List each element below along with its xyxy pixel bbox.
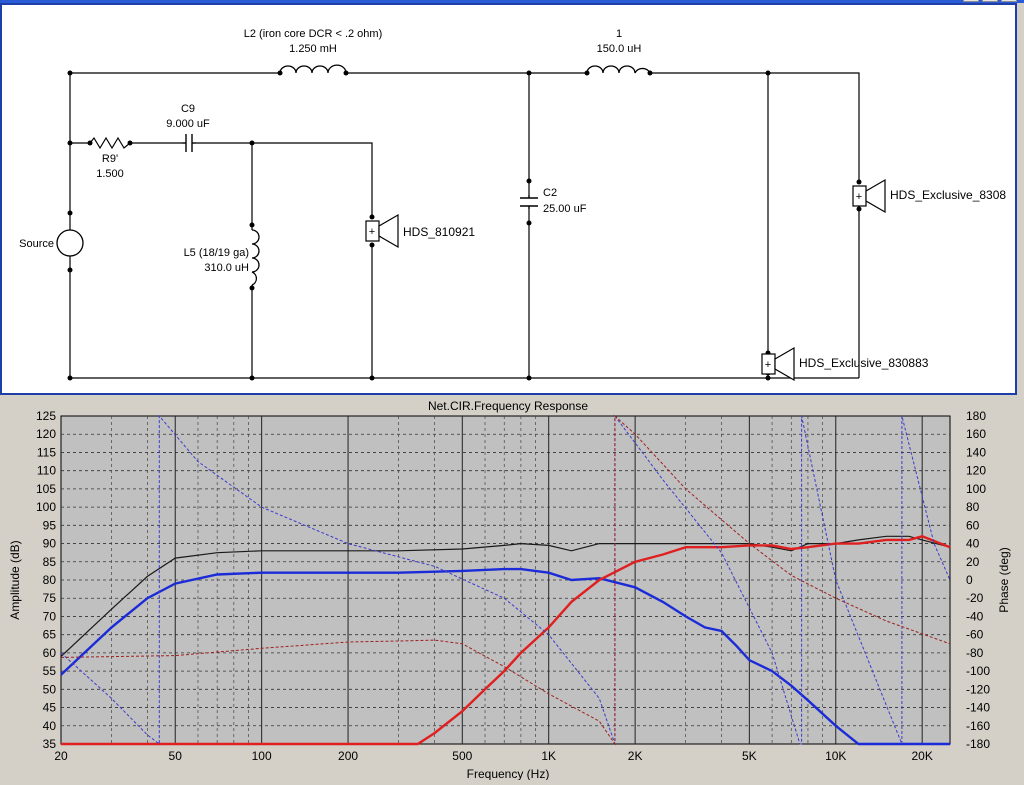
l2-inductor-symbol[interactable]	[279, 64, 347, 74]
l5-name: L5 (18/19 ga)	[184, 247, 249, 259]
y-axis-label: Amplitude (dB)	[8, 540, 22, 619]
minimize-button[interactable]	[963, 0, 979, 2]
chart-title: Net.CIR.Frequency Response	[428, 399, 588, 413]
amplitude-tick-label: 50	[43, 682, 57, 696]
amplitude-tick-label: 70	[43, 609, 57, 623]
c9-name: C9	[181, 103, 195, 115]
frequency-axis: 20 50 100 200 500 1K 2K 5K 10K 20K	[54, 749, 933, 763]
phase-tick-label: -160	[966, 719, 990, 733]
frequency-tick-label: 100	[252, 749, 272, 763]
amplitude-curve-tweeter	[61, 535, 951, 746]
window-controls	[960, 0, 1020, 2]
phase-tick-label: 120	[966, 464, 986, 478]
c2-name: C2	[543, 187, 557, 199]
x-axis-label: Frequency (Hz)	[467, 767, 550, 780]
r9-name: R9'	[102, 153, 118, 165]
l1-inductor-symbol[interactable]	[586, 65, 651, 74]
l5-inductor-symbol[interactable]	[251, 229, 260, 286]
frequency-tick-label: 2K	[628, 749, 643, 763]
frequency-tick-label: 50	[169, 749, 183, 763]
phase-tick-label: -180	[966, 737, 990, 751]
frequency-tick-label: 20	[54, 749, 68, 763]
amplitude-tick-label: 45	[43, 701, 57, 715]
amplitude-tick-label: 85	[43, 555, 57, 569]
frequency-tick-label: 20K	[912, 749, 933, 763]
phase-axis-label: Phase (deg)	[997, 547, 1011, 612]
amplitude-tick-label: 75	[43, 591, 57, 605]
upper-driver-symbol[interactable]	[852, 178, 886, 214]
amplitude-tick-label: 60	[43, 646, 57, 660]
amplitude-tick-label: 40	[43, 719, 57, 733]
phase-tick-label: -60	[966, 628, 984, 642]
c2-value: 25.00 uF	[543, 203, 587, 215]
source-symbol[interactable]	[56, 229, 84, 257]
upper-driver-polarity: +	[856, 191, 862, 203]
phase-tick-label: -140	[966, 701, 990, 715]
amplitude-tick-label: 80	[43, 573, 57, 587]
amplitude-tick-label: 55	[43, 664, 57, 678]
schematic-canvas[interactable]: L2 (iron core DCR < .2 ohm) 1.250 mH 1 1…	[2, 5, 1015, 393]
series-layer	[60, 414, 951, 746]
amplitude-tick-label: 125	[36, 409, 56, 423]
frequency-response-pane[interactable]: Net.CIR.Frequency Response 125 120 115 110 1…	[0, 397, 1024, 781]
phase-tick-label: 180	[966, 409, 986, 423]
phase-tick-label: -80	[966, 646, 984, 660]
amplitude-tick-label: 120	[36, 427, 56, 441]
amplitude-tick-label: 95	[43, 518, 57, 532]
amplitude-curve-total	[60, 535, 951, 657]
amplitude-tick-label: 115	[37, 445, 56, 459]
amplitude-tick-label: 65	[43, 628, 57, 642]
lower-driver-polarity: +	[765, 359, 771, 371]
source-label: Source	[19, 238, 54, 250]
woofer-driver-symbol[interactable]	[365, 213, 399, 249]
r9-value: 1.500	[96, 168, 124, 180]
phase-tick-label: 40	[966, 537, 980, 551]
amplitude-tick-label: 100	[36, 500, 56, 514]
close-button[interactable]	[1001, 0, 1017, 2]
maximize-button[interactable]	[982, 0, 998, 2]
phase-tick-label: -120	[966, 682, 990, 696]
amplitude-curve-woofer	[60, 567, 950, 746]
r9-resistor-symbol[interactable]	[89, 136, 131, 150]
c2-capacitor-symbol[interactable]	[520, 195, 538, 209]
phase-tick-label: -20	[966, 591, 984, 605]
phase-tick-label: 80	[966, 500, 980, 514]
frequency-response-chart[interactable]: Net.CIR.Frequency Response 1251201151101…	[0, 397, 1024, 781]
upper-driver-label: HDS_Exclusive_8308	[890, 188, 1006, 202]
frequency-tick-label: 5K	[742, 749, 757, 763]
l1-value: 150.0 uH	[597, 43, 642, 55]
l1-name: 1	[616, 28, 622, 40]
phase-tick-label: -40	[966, 609, 984, 623]
l2-name: L2 (iron core DCR < .2 ohm)	[244, 28, 382, 40]
amplitude-tick-label: 35	[43, 737, 57, 751]
woofer-driver-polarity: +	[369, 226, 375, 238]
frequency-tick-label: 500	[452, 749, 472, 763]
wires	[69, 72, 860, 379]
amplitude-tick-label: 90	[43, 537, 57, 551]
phase-tick-label: 100	[966, 482, 986, 496]
phase-tick-label: -100	[966, 664, 990, 678]
schematic-pane[interactable]: L2 (iron core DCR < .2 ohm) 1.250 mH 1 1…	[0, 3, 1017, 395]
c9-capacitor-symbol[interactable]	[182, 134, 196, 152]
l2-value: 1.250 mH	[289, 43, 337, 55]
frequency-tick-label: 200	[338, 749, 358, 763]
frequency-tick-label: 1K	[541, 749, 556, 763]
phase-tick-label: 20	[966, 555, 980, 569]
amplitude-tick-label: 105	[36, 482, 56, 496]
lower-driver-symbol[interactable]	[761, 346, 795, 382]
phase-axis: 180 160 140 120 100 80 60 40 20 0 -20 -40 -60 -80 -100…	[966, 409, 990, 751]
frequency-tick-label: 10K	[825, 749, 846, 763]
amplitude-tick-label: 110	[37, 464, 56, 478]
l5-value: 310.0 uH	[204, 262, 249, 274]
phase-tick-label: 140	[966, 445, 986, 459]
amplitude-axis: 125 120 115 110 105 100 95 90 85 80 75 70 65 60 55 50 45…	[36, 409, 56, 751]
c9-value: 9.000 uF	[166, 118, 210, 130]
woofer-driver-label: HDS_810921	[403, 225, 475, 239]
phase-tick-label: 160	[966, 427, 986, 441]
window-title-bar	[0, 0, 1024, 3]
phase-tick-label: 60	[966, 518, 980, 532]
phase-tick-label: 0	[966, 573, 973, 587]
lower-driver-label: HDS_Exclusive_830883	[799, 356, 929, 370]
phase-curve-tweeter_phase	[60, 414, 951, 746]
